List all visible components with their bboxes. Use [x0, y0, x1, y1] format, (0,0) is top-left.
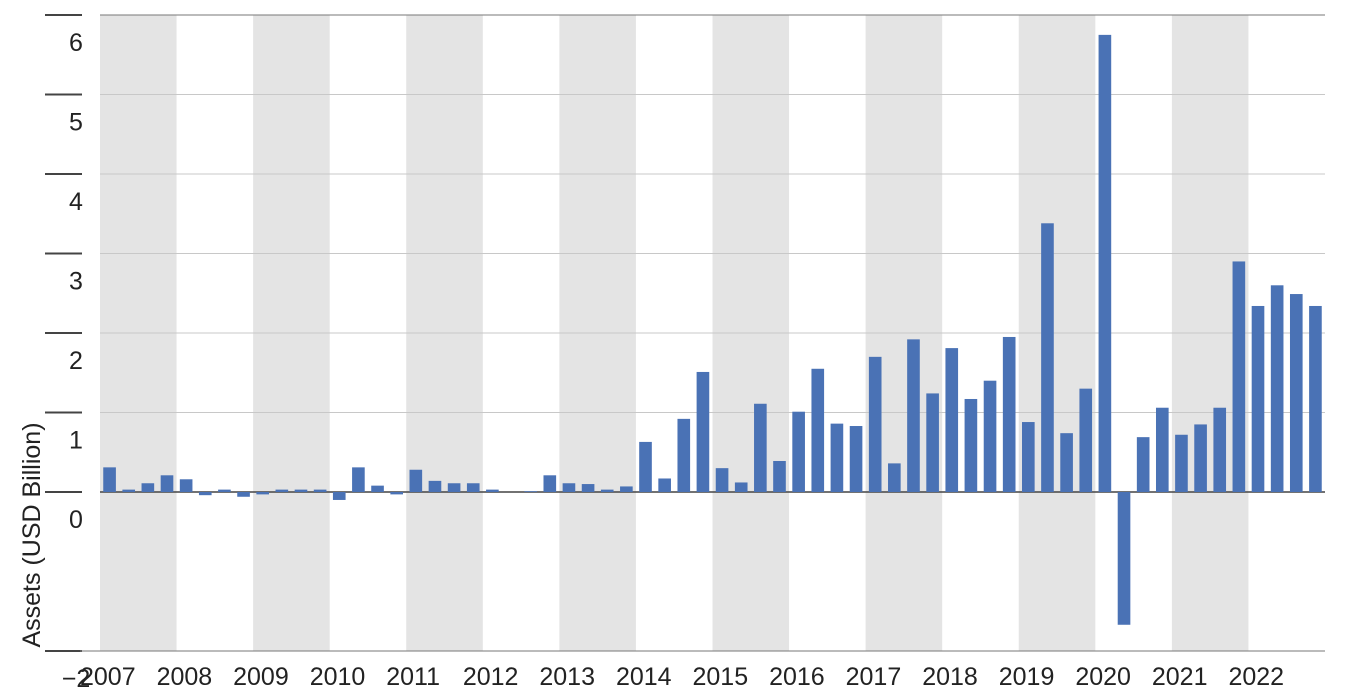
x-tick-label: 2012 — [463, 663, 519, 691]
bar — [256, 492, 270, 495]
bar — [1289, 294, 1303, 492]
y-tick-label: 0 — [69, 506, 83, 534]
bar — [849, 426, 863, 492]
bar — [428, 480, 442, 492]
x-tick-label: 2014 — [616, 663, 672, 691]
y-axis-label: Assets (USD Billion) — [18, 422, 46, 647]
bar — [390, 492, 403, 495]
bar — [198, 492, 212, 496]
bar — [371, 485, 384, 492]
bar — [696, 371, 710, 492]
bar — [734, 482, 748, 492]
bar — [754, 403, 767, 492]
bar — [122, 489, 136, 492]
bar — [1213, 407, 1227, 492]
y-tick-label: 4 — [69, 188, 83, 216]
bar — [294, 489, 308, 492]
bar — [983, 380, 997, 492]
bar — [1002, 336, 1016, 492]
y-tick-label: 2 — [69, 347, 83, 375]
bar — [792, 411, 805, 492]
bar — [1098, 34, 1112, 492]
bar — [600, 489, 614, 492]
bar — [103, 467, 116, 492]
bar — [1232, 261, 1246, 492]
bar — [1117, 492, 1131, 625]
bar — [1041, 223, 1054, 493]
x-tick-label: 2018 — [922, 663, 978, 691]
bar — [218, 489, 231, 492]
bar — [773, 460, 786, 492]
y-tick-label: 3 — [69, 268, 83, 296]
bar — [964, 398, 978, 492]
bar — [639, 441, 652, 492]
x-tick-label: 2013 — [539, 663, 595, 691]
bar — [447, 483, 461, 492]
bar — [524, 491, 537, 492]
x-tick-label: 2015 — [693, 663, 749, 691]
bar — [1194, 424, 1207, 492]
bar — [1155, 407, 1169, 492]
bar — [677, 418, 691, 492]
x-tick-label: 2011 — [386, 663, 440, 691]
bar — [888, 463, 901, 492]
bar — [466, 483, 480, 492]
y-tick-label: 5 — [69, 109, 83, 137]
bar — [811, 368, 825, 492]
bar — [1251, 305, 1265, 492]
x-tick-label: 2016 — [769, 663, 825, 691]
bar — [562, 483, 576, 492]
bar — [313, 489, 327, 492]
x-tick-label: 2021 — [1152, 663, 1208, 691]
bar — [581, 484, 595, 492]
bar — [715, 468, 729, 492]
bar — [926, 393, 939, 492]
bar — [1136, 437, 1150, 492]
x-tick-label: 2010 — [310, 663, 366, 691]
x-tick-label: 2009 — [233, 663, 289, 691]
bar — [1270, 285, 1284, 492]
bar — [1022, 422, 1035, 492]
y-tick-label: 6 — [69, 29, 83, 57]
bar — [620, 486, 633, 492]
bar — [179, 479, 193, 492]
y-tick-label: 1 — [69, 427, 83, 455]
bar — [907, 339, 920, 492]
x-tick-label: 2007 — [80, 663, 136, 691]
bar — [486, 489, 499, 492]
bar — [160, 475, 174, 492]
bar — [1175, 434, 1188, 492]
bar — [945, 348, 959, 492]
bar — [1309, 305, 1322, 492]
bar — [658, 478, 671, 492]
x-tick-label: 2017 — [846, 663, 902, 691]
x-tick-label: 2022 — [1228, 663, 1284, 691]
bar — [830, 423, 844, 492]
bar — [868, 356, 882, 492]
x-tick-label: 2020 — [1075, 663, 1131, 691]
bar — [352, 467, 365, 492]
x-tick-label: 2008 — [157, 663, 213, 691]
bar — [1079, 388, 1093, 492]
y-tick-label: −2 — [62, 665, 91, 693]
bar — [141, 483, 155, 492]
bar — [237, 492, 250, 497]
bar — [275, 489, 289, 492]
x-tick-label: 2019 — [999, 663, 1055, 691]
bar — [1060, 433, 1073, 492]
bar — [332, 492, 346, 500]
bar — [543, 475, 557, 492]
bar — [409, 469, 423, 492]
